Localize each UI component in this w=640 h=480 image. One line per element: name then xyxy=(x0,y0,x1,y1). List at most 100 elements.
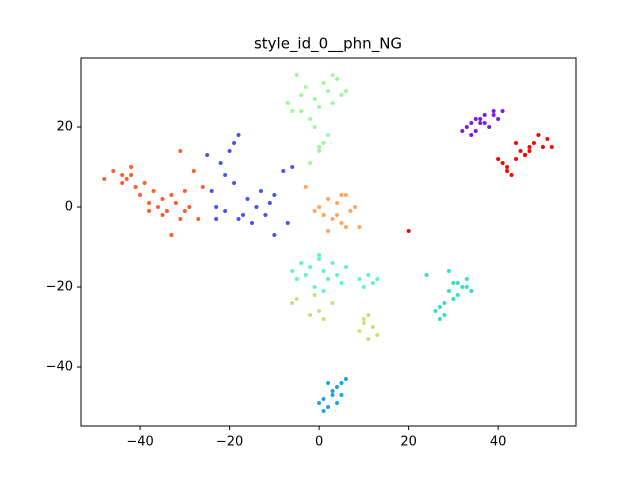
scatter-point xyxy=(147,201,152,205)
scatter-point xyxy=(361,285,366,289)
scatter-point xyxy=(464,125,469,129)
scatter-point xyxy=(330,393,335,397)
scatter-point xyxy=(182,189,187,193)
scatter-point xyxy=(348,209,353,213)
scatter-point xyxy=(375,277,380,281)
scatter-point xyxy=(272,193,277,197)
scatter-point xyxy=(370,325,375,329)
scatter-point xyxy=(223,209,228,213)
scatter-point xyxy=(312,97,317,101)
scatter-point xyxy=(464,285,469,289)
scatter-point xyxy=(111,169,116,173)
scatter-point xyxy=(522,153,527,157)
scatter-point xyxy=(258,189,263,193)
scatter-point xyxy=(290,301,295,305)
scatter-point xyxy=(321,81,326,85)
scatter-point xyxy=(187,205,192,209)
scatter-point xyxy=(514,141,519,145)
scatter-point xyxy=(142,181,147,185)
scatter-point xyxy=(160,213,165,217)
scatter-point xyxy=(343,193,348,197)
scatter-point xyxy=(464,277,469,281)
scatter-point xyxy=(326,89,331,93)
scatter-point xyxy=(317,253,322,257)
scatter-point xyxy=(326,405,331,409)
scatter-point xyxy=(509,173,514,177)
scatter-point xyxy=(339,381,344,385)
scatter-point xyxy=(303,85,308,89)
scatter-point xyxy=(491,109,496,113)
scatter-point xyxy=(352,205,357,209)
scatter-point xyxy=(182,209,187,213)
scatter-point xyxy=(451,281,456,285)
scatter-point xyxy=(482,121,487,125)
scatter-point xyxy=(330,73,335,77)
scatter-point xyxy=(460,129,465,133)
scatter-point xyxy=(321,213,326,217)
scatter-point xyxy=(335,213,340,217)
scatter-point xyxy=(285,221,290,225)
scatter-point xyxy=(321,317,326,321)
scatter-point xyxy=(312,285,317,289)
scatter-point xyxy=(487,125,492,129)
y-tick-label: −40 xyxy=(46,360,73,375)
scatter-point xyxy=(317,257,322,261)
scatter-point xyxy=(102,177,107,181)
scatter-point xyxy=(308,117,313,121)
scatter-point xyxy=(294,277,299,281)
scatter-point xyxy=(343,377,348,381)
scatter-point xyxy=(232,141,237,145)
scatter-point xyxy=(267,201,272,205)
scatter-point xyxy=(406,229,411,233)
scatter-point xyxy=(129,165,134,169)
x-tick-label: 20 xyxy=(400,435,417,450)
scatter-point xyxy=(478,121,483,125)
scatter-point xyxy=(178,217,183,221)
scatter-point xyxy=(330,217,335,221)
scatter-point xyxy=(218,161,223,165)
scatter-point xyxy=(254,205,259,209)
scatter-point xyxy=(460,285,465,289)
scatter-point xyxy=(335,273,340,277)
scatter-point xyxy=(326,277,331,281)
scatter-point xyxy=(120,181,125,185)
scatter-point xyxy=(437,317,442,321)
scatter-point xyxy=(281,169,286,173)
scatter-point xyxy=(312,293,317,297)
scatter-point xyxy=(312,209,317,213)
scatter-point xyxy=(129,173,134,177)
y-tick-label: 20 xyxy=(56,120,73,135)
scatter-point xyxy=(200,185,205,189)
scatter-point xyxy=(169,193,174,197)
scatter-point xyxy=(527,145,532,149)
scatter-point xyxy=(294,73,299,77)
scatter-point xyxy=(263,213,268,217)
scatter-point xyxy=(527,149,532,153)
scatter-point xyxy=(236,217,241,221)
scatter-point xyxy=(290,269,295,273)
scatter-point xyxy=(299,109,304,113)
scatter-point xyxy=(205,153,210,157)
scatter-point xyxy=(514,157,519,161)
scatter-point xyxy=(317,105,322,109)
scatter-point xyxy=(343,225,348,229)
scatter-point xyxy=(549,145,554,149)
scatter-point xyxy=(294,297,299,301)
scatter-point xyxy=(339,193,344,197)
scatter-point xyxy=(178,149,183,153)
scatter-point xyxy=(138,193,143,197)
scatter-point xyxy=(361,321,366,325)
scatter-point xyxy=(227,149,232,153)
scatter-point xyxy=(303,185,308,189)
scatter-point xyxy=(451,297,456,301)
scatter-point xyxy=(173,201,178,205)
scatter-point xyxy=(308,313,313,317)
scatter-point xyxy=(496,117,501,121)
scatter-point xyxy=(321,289,326,293)
x-tick-label: −20 xyxy=(216,435,243,450)
scatter-point xyxy=(317,401,322,405)
scatter-point xyxy=(249,221,254,225)
scatter-point xyxy=(469,133,474,137)
x-tick-label: 40 xyxy=(490,435,507,450)
scatter-point xyxy=(209,189,214,193)
